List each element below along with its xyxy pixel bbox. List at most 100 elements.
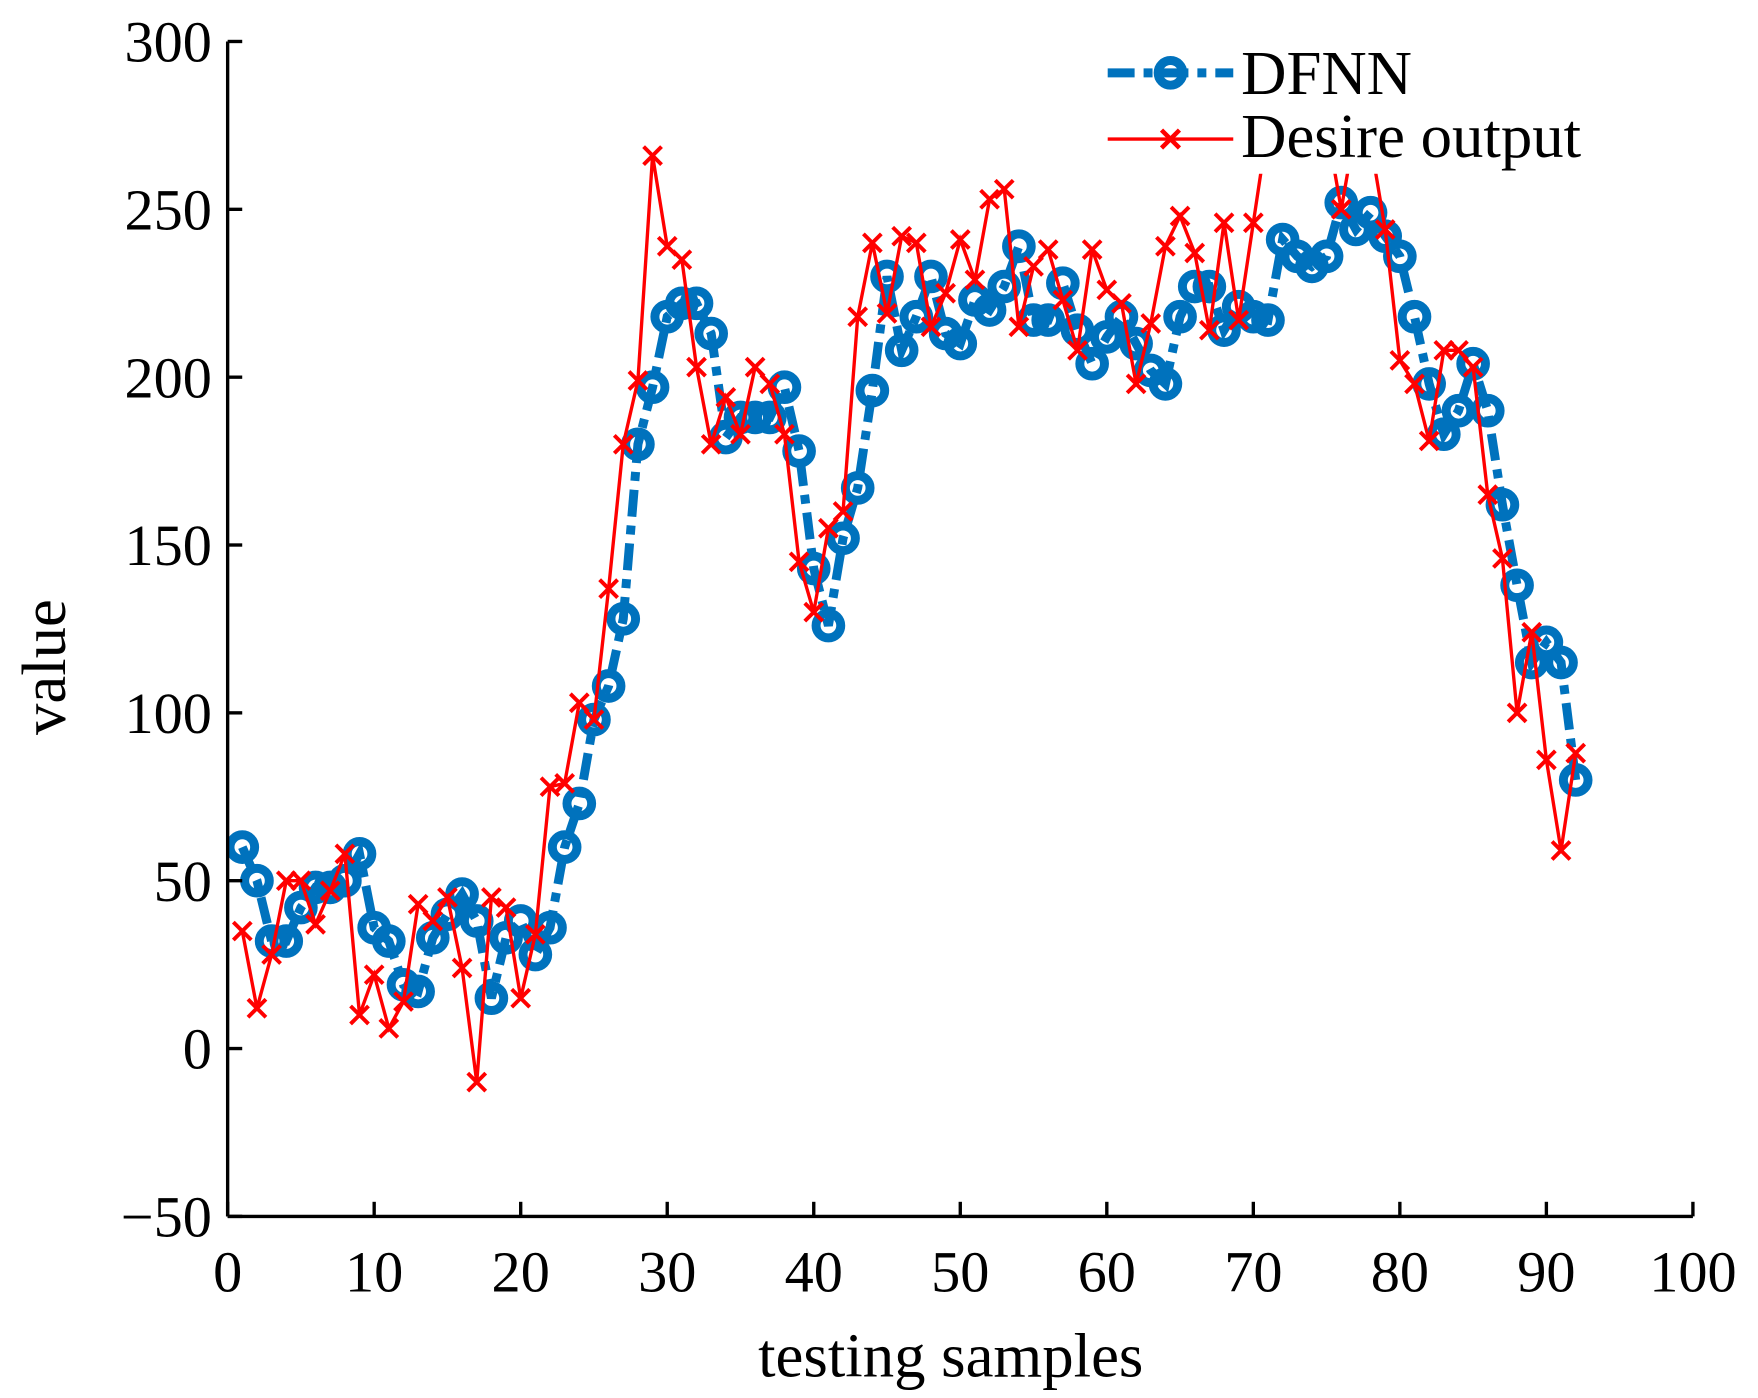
x-tick-label: 20 bbox=[492, 1239, 550, 1304]
dfnn-point bbox=[635, 370, 670, 405]
dfnn-point bbox=[1177, 269, 1212, 304]
desire-output-point bbox=[803, 601, 825, 623]
desire-output-point bbox=[1374, 219, 1396, 240]
desire-output-point bbox=[774, 423, 795, 445]
desire-output-point bbox=[305, 913, 326, 935]
desire-output-point bbox=[979, 188, 1000, 210]
desire-output-point bbox=[1067, 339, 1088, 361]
dfnn-point bbox=[665, 286, 699, 321]
desire-output-point bbox=[1169, 205, 1191, 227]
dfnn-point bbox=[870, 259, 904, 294]
desire-output-point bbox=[539, 776, 561, 798]
desire-output-point bbox=[1389, 350, 1411, 371]
desire-output-point bbox=[964, 269, 986, 291]
dfnn-point bbox=[943, 326, 978, 361]
dfnn-point bbox=[459, 904, 494, 938]
desire-output-point bbox=[1228, 309, 1250, 331]
dfnn-line bbox=[238, 190, 1581, 1000]
legend-box bbox=[1093, 33, 1660, 174]
desire-output-point bbox=[905, 232, 927, 254]
dfnn-point bbox=[1251, 303, 1285, 337]
y-tick-label: 100 bbox=[125, 681, 212, 746]
desire-output-point bbox=[993, 178, 1015, 200]
desire-output-point bbox=[818, 517, 839, 539]
x-tick-label: 40 bbox=[785, 1239, 843, 1304]
desire-output-point bbox=[1506, 702, 1528, 724]
desire-output-point bbox=[1037, 239, 1059, 260]
desire-output-point bbox=[1477, 484, 1499, 506]
desire-output-point bbox=[466, 1071, 488, 1093]
y-tick-label: −50 bbox=[121, 1185, 212, 1250]
desire-output-point bbox=[1536, 749, 1557, 771]
x-tick-label: 30 bbox=[638, 1239, 696, 1304]
x-tick-label: 90 bbox=[1517, 1239, 1575, 1304]
desire-output-point bbox=[1023, 256, 1044, 277]
desire-output-point bbox=[847, 306, 869, 328]
desire-output-point bbox=[1140, 313, 1162, 334]
y-tick-label: 250 bbox=[125, 178, 212, 243]
dfnn-point bbox=[826, 521, 860, 556]
x-tick-label: 60 bbox=[1078, 1239, 1136, 1304]
desire-output-point bbox=[422, 910, 444, 932]
desire-output-point bbox=[363, 964, 385, 986]
dfnn-point bbox=[1500, 568, 1534, 603]
dfnn-point bbox=[914, 259, 948, 294]
desire-output-point bbox=[495, 897, 517, 918]
dfnn-point bbox=[562, 786, 597, 821]
dfnn-point bbox=[606, 602, 641, 636]
desire-output-point bbox=[788, 551, 810, 573]
desire-output-point bbox=[832, 501, 854, 522]
desire-output-point bbox=[671, 249, 693, 271]
desire-output-point bbox=[700, 433, 722, 455]
desire-output-point bbox=[1550, 840, 1572, 861]
desire-output-point bbox=[612, 433, 634, 455]
y-tick-label: 150 bbox=[125, 513, 212, 578]
dfnn-point bbox=[752, 400, 787, 435]
dfnn-point bbox=[240, 863, 274, 898]
dfnn-point bbox=[1002, 229, 1036, 264]
desire-output-point bbox=[1330, 198, 1352, 220]
desire-output-point bbox=[407, 893, 429, 915]
desire-output-point bbox=[1199, 319, 1220, 341]
desire-output-point bbox=[598, 578, 619, 600]
dfnn-point bbox=[1441, 393, 1476, 428]
dfnn-point bbox=[372, 924, 406, 958]
desire-output-point bbox=[510, 987, 532, 1009]
desire-output-point bbox=[1125, 373, 1147, 395]
desire-output-point bbox=[290, 870, 312, 892]
desire-output-point bbox=[891, 225, 913, 247]
x-tick-label: 70 bbox=[1224, 1239, 1282, 1304]
desire-output-point bbox=[862, 232, 883, 254]
desire-output-point bbox=[1448, 339, 1469, 361]
desire-output-point bbox=[1242, 212, 1264, 234]
desire-output-point bbox=[1492, 548, 1513, 569]
dfnn-point bbox=[227, 830, 260, 864]
dfnn-point bbox=[518, 937, 553, 972]
desire-output-point bbox=[1008, 316, 1030, 338]
desire-output-point bbox=[642, 145, 663, 166]
desire-output-point bbox=[935, 282, 956, 304]
dfnn-point bbox=[1544, 645, 1578, 680]
dfnn-point bbox=[1163, 299, 1197, 334]
desire-output-point bbox=[686, 356, 707, 378]
dfnn-point bbox=[1148, 367, 1183, 401]
dfnn-point bbox=[1309, 239, 1344, 274]
desire-output-point bbox=[876, 303, 898, 324]
desire-output-point bbox=[319, 880, 341, 902]
x-tick-label: 100 bbox=[1649, 1239, 1736, 1304]
desire-output-point bbox=[1521, 621, 1543, 643]
dfnn-point bbox=[1192, 269, 1227, 304]
x-tick-label: 50 bbox=[931, 1239, 989, 1304]
legend: DFNN Desire output bbox=[1093, 33, 1660, 174]
desire-output-point bbox=[730, 423, 751, 445]
desire-output-point bbox=[744, 356, 766, 378]
desire-output-point bbox=[451, 957, 473, 979]
desire-output-point bbox=[1184, 242, 1206, 264]
desire-output-point bbox=[334, 843, 356, 865]
desire-output-point bbox=[583, 709, 605, 730]
desire-output-point bbox=[481, 887, 502, 908]
y-axis-label: value bbox=[9, 599, 79, 735]
dfnn-point bbox=[1470, 393, 1505, 428]
x-axis-label: testing samples bbox=[758, 1321, 1143, 1391]
